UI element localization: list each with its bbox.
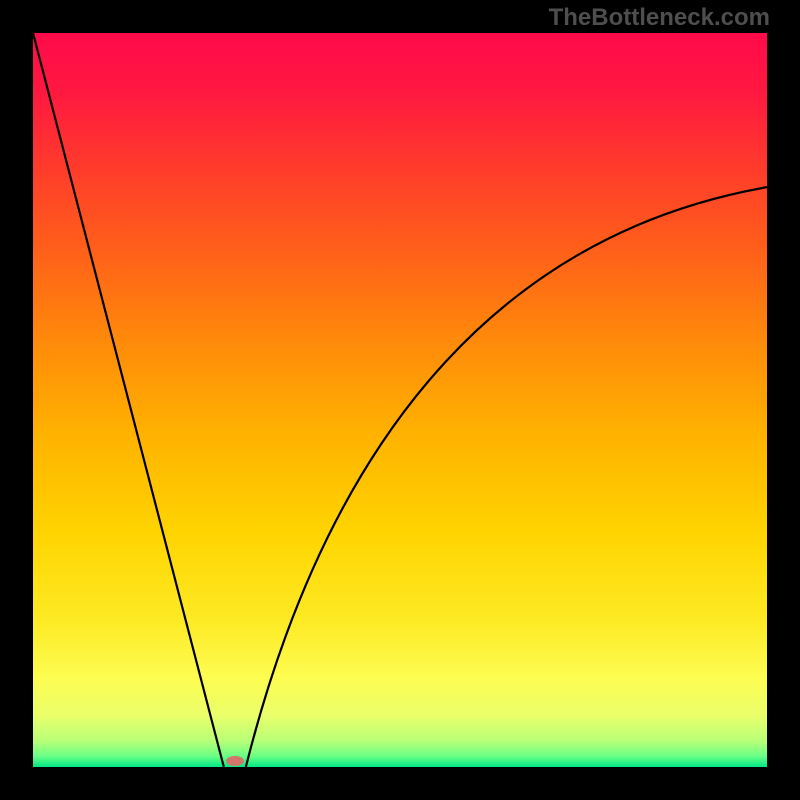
curve-right-branch [246,187,767,767]
chart-container: TheBottleneck.com [0,0,800,800]
watermark-text: TheBottleneck.com [549,4,770,32]
minimum-marker [226,756,244,766]
bottleneck-curve [33,33,767,767]
curve-left-branch [33,33,224,767]
plot-area [33,33,767,767]
